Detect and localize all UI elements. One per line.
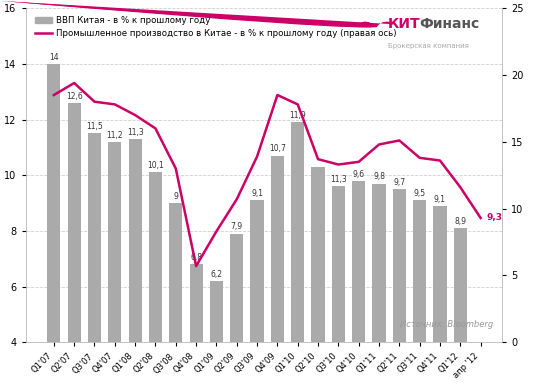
Text: 11,5: 11,5: [86, 122, 103, 131]
Text: 11,2: 11,2: [107, 131, 123, 139]
Text: Брокерская компания: Брокерская компания: [388, 43, 469, 49]
Text: 11,3: 11,3: [330, 175, 346, 184]
Text: 9,1: 9,1: [251, 189, 263, 198]
PathPatch shape: [377, 22, 395, 29]
Text: Финанс: Финанс: [419, 17, 480, 30]
Text: 9,8: 9,8: [373, 172, 385, 181]
Bar: [169, 203, 183, 384]
Bar: [108, 142, 122, 384]
Legend: ВВП Китая - в % к прошлому году, Промышленное производство в Китае - в % к прошл: ВВП Китая - в % к прошлому году, Промышл…: [35, 16, 397, 38]
Bar: [311, 167, 324, 384]
Text: 12,6: 12,6: [66, 92, 82, 101]
Bar: [413, 200, 426, 384]
Bar: [352, 181, 365, 384]
Bar: [271, 156, 284, 384]
Text: 7,9: 7,9: [230, 222, 243, 232]
Bar: [250, 200, 263, 384]
Bar: [291, 122, 304, 384]
Bar: [393, 189, 406, 384]
Bar: [454, 228, 467, 384]
Bar: [230, 234, 243, 384]
Text: 10,1: 10,1: [147, 161, 164, 170]
Text: 9: 9: [173, 192, 178, 201]
Bar: [190, 264, 203, 384]
Text: 6,8: 6,8: [190, 253, 202, 262]
Text: 10,7: 10,7: [269, 144, 286, 154]
Text: Источник: Bloomberg: Источник: Bloomberg: [399, 320, 493, 329]
Text: 9,5: 9,5: [414, 189, 426, 198]
Text: 6,2: 6,2: [211, 270, 222, 279]
Text: 11,9: 11,9: [289, 111, 306, 120]
Text: КИТ: КИТ: [388, 17, 421, 30]
PathPatch shape: [357, 22, 375, 29]
Bar: [88, 134, 101, 384]
Bar: [433, 206, 447, 384]
Text: 8,9: 8,9: [454, 217, 466, 226]
Text: 11,3: 11,3: [126, 128, 144, 137]
Text: 14: 14: [49, 53, 59, 61]
Bar: [129, 139, 142, 384]
Bar: [210, 281, 223, 384]
Text: 9,6: 9,6: [353, 170, 365, 179]
Bar: [372, 184, 386, 384]
Text: 9,3: 9,3: [487, 214, 503, 222]
Bar: [47, 64, 60, 384]
Text: 9,7: 9,7: [393, 178, 405, 187]
Bar: [68, 103, 81, 384]
Bar: [332, 186, 345, 384]
Text: 9,1: 9,1: [434, 195, 446, 204]
Bar: [149, 172, 162, 384]
